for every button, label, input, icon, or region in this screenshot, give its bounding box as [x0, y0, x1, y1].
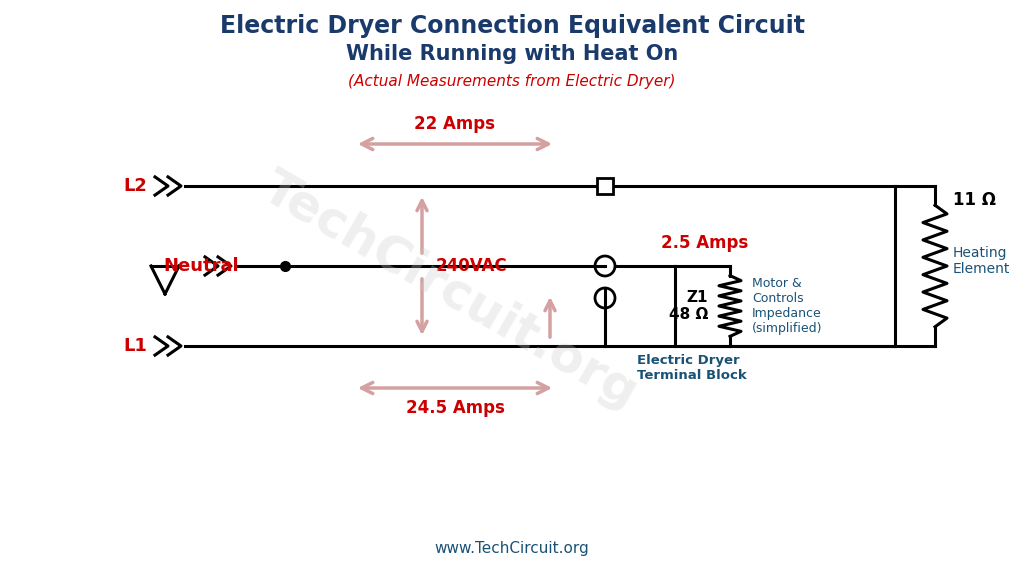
Text: (Actual Measurements from Electric Dryer): (Actual Measurements from Electric Dryer… [348, 74, 676, 89]
Text: Motor &
Controls
Impedance
(simplified): Motor & Controls Impedance (simplified) [752, 277, 822, 335]
Text: Electric Dryer
Terminal Block: Electric Dryer Terminal Block [637, 354, 746, 382]
Text: Heating
Element: Heating Element [953, 246, 1011, 276]
Text: 240VAC: 240VAC [436, 257, 508, 275]
Text: Z1
48 Ω: Z1 48 Ω [669, 290, 708, 322]
Text: 24.5 Amps: 24.5 Amps [406, 399, 505, 417]
Text: Electric Dryer Connection Equivalent Circuit: Electric Dryer Connection Equivalent Cir… [219, 14, 805, 38]
Text: 2.5 Amps: 2.5 Amps [662, 234, 749, 252]
Text: L1: L1 [123, 337, 147, 355]
Text: www.TechCircuit.org: www.TechCircuit.org [434, 541, 590, 556]
Text: L2: L2 [123, 177, 147, 195]
Text: 11 Ω: 11 Ω [953, 191, 996, 209]
Bar [597, 178, 613, 194]
Text: 22 Amps: 22 Amps [415, 115, 496, 133]
Text: Neutral: Neutral [163, 257, 239, 275]
Text: While Running with Heat On: While Running with Heat On [346, 44, 678, 64]
Text: TechCircuit.org: TechCircuit.org [254, 164, 646, 418]
